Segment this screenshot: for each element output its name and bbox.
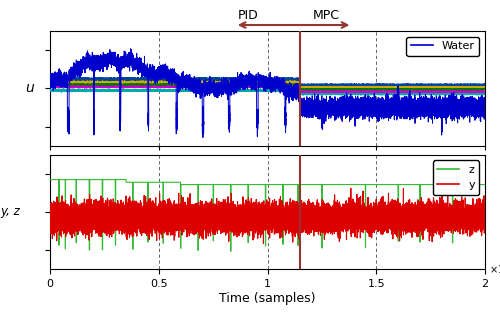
- Text: MPC: MPC: [312, 9, 340, 22]
- Legend: Water: Water: [406, 37, 480, 56]
- Text: PID: PID: [238, 9, 258, 22]
- X-axis label: Time (samples): Time (samples): [219, 292, 316, 305]
- Legend: z, y: z, y: [433, 160, 480, 195]
- Y-axis label: u: u: [25, 81, 34, 95]
- Text: $\times10^4$: $\times10^4$: [490, 262, 500, 276]
- Y-axis label: y, z: y, z: [0, 206, 20, 218]
